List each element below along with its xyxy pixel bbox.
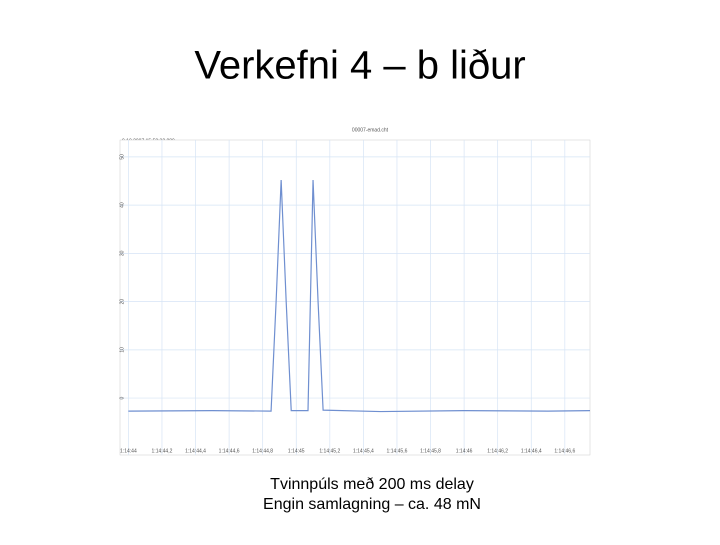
x-tick-label: 1:14:45,6: [387, 448, 408, 454]
x-tick-label: 1:14:44,8: [252, 448, 273, 454]
data-line: [128, 180, 591, 413]
slide-title: Verkefni 4 – b liður: [194, 44, 525, 88]
caption-line: Tvinnpúls með 200 ms delay: [270, 476, 474, 493]
x-tick-label: 1:14:44: [120, 448, 137, 454]
x-tick-label: 1:14:46,2: [487, 448, 508, 454]
y-tick-label: 40: [119, 202, 125, 208]
y-tick-label: 50: [119, 154, 125, 160]
plot-area: [119, 139, 591, 456]
x-tick-label: 1:14:45,4: [353, 448, 374, 454]
x-tick-label: 1:14:46: [456, 448, 473, 454]
x-tick-label: 1:14:44,6: [219, 448, 240, 454]
chart-title: 00007-emad.cht: [352, 127, 389, 133]
y-tick-label: 30: [119, 250, 125, 256]
x-tick-label: 1:14:45: [288, 448, 305, 454]
y-tick-label: 0: [119, 396, 125, 399]
x-tick-label: 1:14:46,6: [554, 448, 575, 454]
caption-line: Engin samlagning – ca. 48 mN: [263, 496, 481, 513]
x-tick-label: 1:14:45,8: [420, 448, 441, 454]
y-tick-label: 20: [119, 299, 125, 305]
y-tick-label: 10: [119, 347, 125, 353]
x-tick-label: 1:14:46,4: [521, 448, 542, 454]
x-tick-label: 1:14:44,2: [152, 448, 173, 454]
x-tick-label: 1:14:45,2: [319, 448, 340, 454]
x-tick-label: 1:14:44,4: [185, 448, 206, 454]
